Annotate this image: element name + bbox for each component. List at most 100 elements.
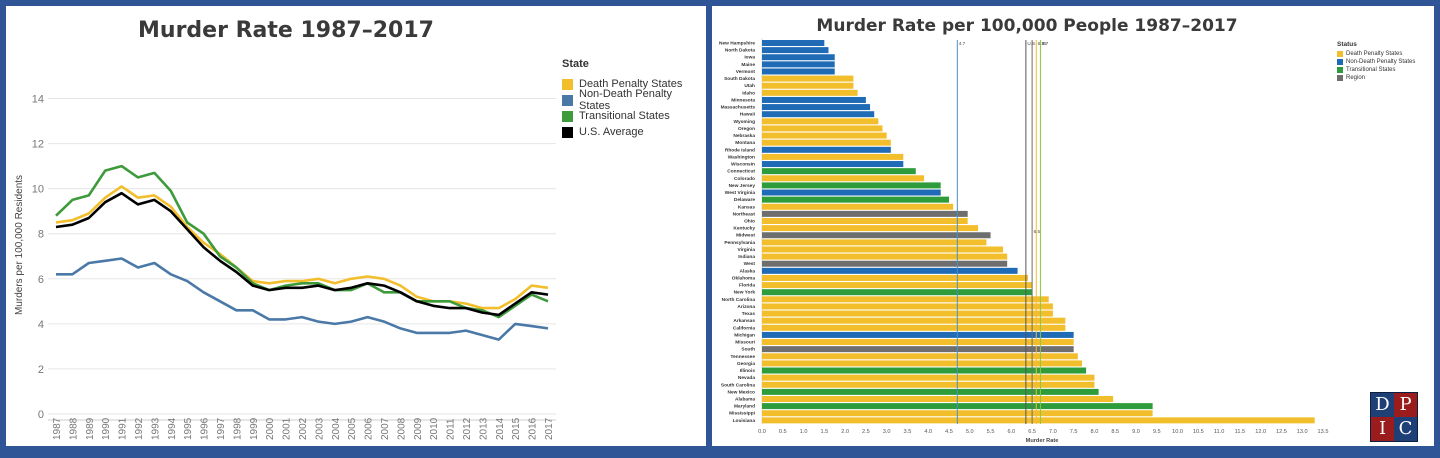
- category-label: West Virginia: [725, 190, 756, 196]
- category-label: South: [741, 347, 755, 353]
- x-tick-label: 13.5: [1318, 429, 1329, 435]
- reference-line-label: U.S. 6.35: [1027, 41, 1047, 46]
- bar: [762, 388, 1099, 395]
- x-tick-label: 2007: [380, 417, 391, 440]
- bar: [762, 146, 891, 153]
- bar: [762, 289, 1033, 296]
- category-label: Nebraska: [733, 133, 755, 139]
- bar: [762, 175, 925, 182]
- y-tick-label: 0: [38, 409, 44, 421]
- x-tick-label: 1998: [232, 417, 243, 440]
- category-label: Minnesota: [731, 97, 755, 103]
- x-tick-label: 0.0: [758, 429, 766, 435]
- category-label: Louisiana: [733, 418, 756, 424]
- x-tick-label: 5.0: [966, 429, 974, 435]
- x-tick-label: 2.5: [862, 429, 870, 435]
- legend-swatch: [1337, 51, 1343, 57]
- x-tick-label: 2016: [528, 417, 539, 440]
- y-tick-label: 8: [38, 229, 44, 241]
- bar: [762, 125, 883, 132]
- legend-item: U.S. Average: [562, 124, 706, 140]
- category-label: Maine: [741, 62, 755, 68]
- x-tick-label: 1991: [118, 417, 129, 440]
- bar: [762, 111, 875, 118]
- category-label: West: [744, 261, 756, 267]
- bar: [762, 246, 1004, 253]
- bar: [762, 118, 879, 125]
- bar: [762, 396, 1114, 402]
- x-tick-label: 1996: [200, 417, 211, 440]
- bar: [762, 260, 1008, 267]
- legend-swatch: [1337, 59, 1343, 65]
- logo-letter: P: [1394, 393, 1417, 417]
- category-label: Colorado: [734, 176, 755, 182]
- bar: [762, 189, 941, 196]
- bar: [762, 40, 825, 46]
- bar: [762, 132, 887, 139]
- category-label: Hawaii: [740, 112, 755, 118]
- legend-label: Death Penalty States: [1346, 51, 1403, 57]
- category-label: Texas: [742, 311, 756, 317]
- bar: [762, 232, 991, 239]
- bar: [762, 339, 1074, 346]
- bar: [762, 161, 904, 168]
- x-tick-label: 1997: [216, 417, 227, 440]
- x-tick-label: 12.0: [1255, 429, 1266, 435]
- category-label: Florida: [739, 283, 755, 289]
- category-label: Virginia: [737, 247, 755, 253]
- x-tick-label: 1.0: [800, 429, 808, 435]
- category-label: Delaware: [734, 197, 755, 203]
- category-label: Oregon: [738, 126, 755, 132]
- legend-item: Transitional States: [562, 108, 706, 124]
- category-label: Midwest: [736, 233, 755, 239]
- category-label: Arkansas: [733, 318, 755, 324]
- bar: [762, 282, 1033, 289]
- bar: [762, 61, 835, 68]
- y-tick-label: 14: [32, 94, 44, 106]
- bar: [762, 353, 1078, 360]
- legend-swatch: [562, 126, 573, 138]
- legend-item: Non-Death Penalty States: [562, 88, 706, 112]
- bar: [762, 417, 1315, 424]
- category-label: New Mexico: [728, 389, 756, 395]
- x-tick-label: 3.0: [883, 429, 891, 435]
- x-tick-label: 2014: [495, 417, 506, 440]
- bar: [762, 47, 829, 54]
- y-tick-label: 12: [32, 139, 44, 151]
- x-tick-label: 2001: [282, 417, 293, 440]
- bar: [762, 96, 866, 103]
- category-label: Michigan: [734, 332, 755, 338]
- legend-swatch: [562, 78, 573, 90]
- x-tick-label: 2017: [544, 417, 555, 440]
- x-tick-label: 4.0: [924, 429, 932, 435]
- bar: [762, 54, 835, 61]
- legend-label: Transitional States: [579, 110, 670, 122]
- x-tick-label: 1999: [249, 417, 260, 440]
- x-tick-label: 8.0: [1091, 429, 1099, 435]
- right-legend-title: Status: [1337, 41, 1357, 48]
- category-label: Maryland: [734, 404, 755, 410]
- category-label: North Carolina: [722, 297, 756, 303]
- right-legend: Status Death Penalty States Non-Death Pen…: [1337, 41, 1415, 82]
- category-label: New Jersey: [729, 183, 756, 189]
- x-tick-label: 1989: [85, 417, 96, 440]
- x-tick-label: 11.0: [1214, 429, 1224, 435]
- x-tick-label: 2000: [265, 417, 276, 440]
- x-tick-label: 4.5: [945, 429, 953, 435]
- y-axis-title: Murders per 100,000 Residents: [14, 175, 25, 315]
- bar: [762, 274, 1028, 281]
- x-tick-label: 7.5: [1070, 429, 1078, 435]
- bar: [762, 253, 1008, 260]
- x-tick-label: 2005: [347, 417, 358, 440]
- bar: [762, 346, 1074, 353]
- bar: [762, 75, 854, 82]
- legend-item: Non-Death Penalty States: [1337, 58, 1415, 66]
- category-label: Washington: [728, 154, 755, 160]
- bar: [762, 68, 835, 75]
- bar: [762, 182, 941, 189]
- x-tick-label: 2003: [314, 417, 325, 440]
- x-tick-label: 0.5: [779, 429, 787, 435]
- legend-label: Death Penalty States: [579, 78, 683, 90]
- category-label: Montana: [735, 140, 755, 146]
